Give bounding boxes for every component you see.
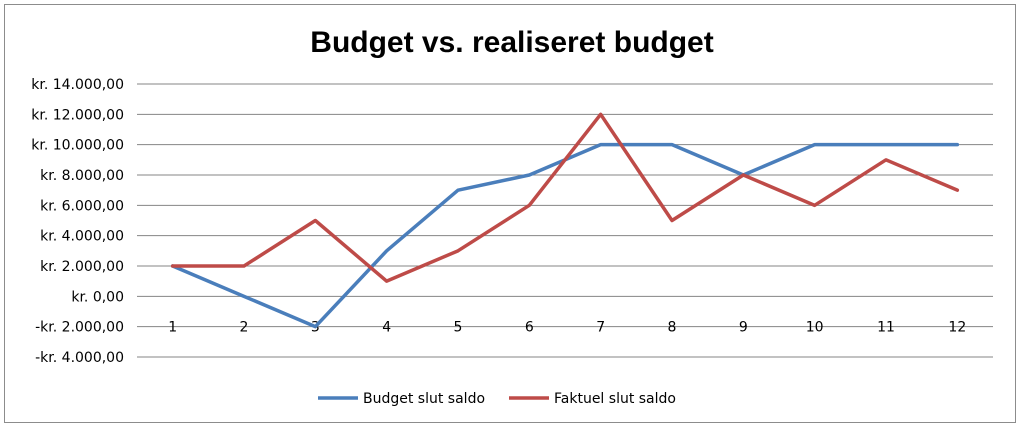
y-tick-label: kr. 2.000,00 [40, 259, 124, 275]
x-tick-label: 5 [454, 319, 463, 335]
legend-label: Faktuel slut saldo [554, 391, 676, 407]
y-tick-label: -kr. 2.000,00 [35, 320, 124, 336]
legend: Budget slut saldo Faktuel slut saldo [318, 391, 676, 407]
y-axis-ticks: kr. 14.000,00 kr. 12.000,00 kr. 10.000,00 k… [31, 77, 124, 366]
x-tick-label: 8 [668, 319, 677, 335]
y-tick-label: kr. 0,00 [71, 289, 124, 305]
y-tick-label: -kr. 4.000,00 [35, 350, 124, 366]
gridlines [137, 83, 993, 358]
x-tick-label: 11 [877, 319, 895, 335]
y-tick-label: kr. 6.000,00 [40, 198, 124, 214]
y-tick-label: kr. 12.000,00 [31, 107, 124, 123]
x-axis-ticks: 1 2 3 4 5 6 7 8 9 10 11 12 [168, 319, 966, 335]
y-tick-label: kr. 4.000,00 [40, 229, 124, 245]
y-tick-label: kr. 8.000,00 [40, 168, 124, 184]
x-tick-label: 10 [806, 319, 824, 335]
x-tick-label: 7 [596, 319, 605, 335]
series-lines [170, 112, 960, 329]
x-tick-label: 4 [382, 319, 391, 335]
chart-title: Budget vs. realiseret budget [310, 26, 713, 59]
x-tick-label: 1 [168, 319, 177, 335]
x-tick-label: 6 [525, 319, 534, 335]
y-tick-label: kr. 14.000,00 [31, 77, 124, 93]
x-tick-label: 2 [240, 319, 249, 335]
chart-frame [4, 4, 1016, 423]
x-tick-label: 9 [739, 319, 748, 335]
x-tick-label: 12 [948, 319, 966, 335]
y-tick-label: kr. 10.000,00 [31, 138, 124, 154]
legend-label: Budget slut saldo [363, 391, 485, 407]
series-line-2 [170, 112, 960, 283]
